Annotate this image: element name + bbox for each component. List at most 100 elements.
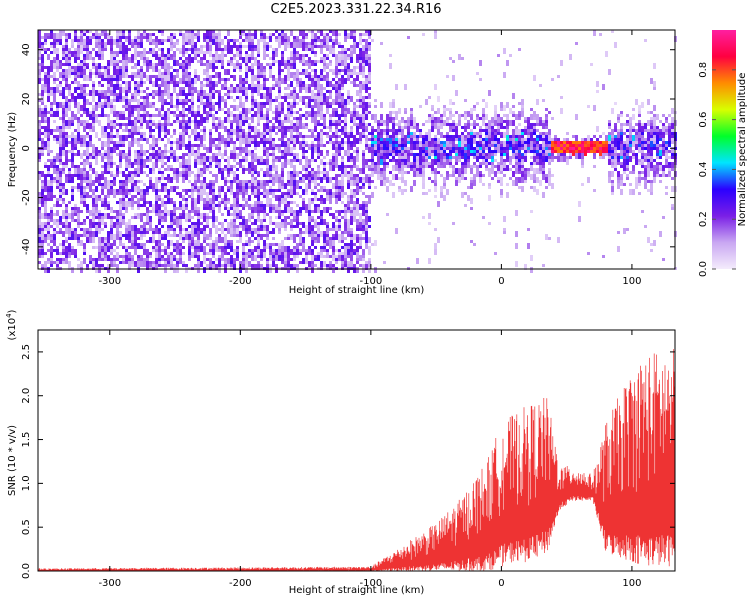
spectrogram-cell bbox=[185, 198, 188, 201]
spectrogram-cell bbox=[254, 228, 257, 234]
spectrogram-cell bbox=[335, 108, 338, 111]
spectrogram-cell bbox=[338, 123, 341, 126]
spectrogram-cell bbox=[239, 183, 242, 186]
spectrogram-cell bbox=[125, 126, 128, 132]
spectrogram-cell bbox=[317, 141, 320, 144]
spectrogram-cell bbox=[158, 111, 161, 117]
spectrogram-cell bbox=[86, 192, 89, 198]
spectrogram-cell bbox=[236, 225, 239, 228]
spectrogram-cell bbox=[131, 201, 134, 207]
spectrogram-cell bbox=[293, 246, 296, 249]
spectrogram-cell bbox=[281, 63, 284, 66]
spectrogram-cell bbox=[53, 261, 56, 264]
spectrogram-cell bbox=[131, 240, 134, 243]
spectrogram-cell bbox=[266, 132, 269, 135]
spectrogram-cell bbox=[362, 186, 365, 189]
spectrogram-cell bbox=[344, 39, 347, 42]
spectrogram-cell bbox=[338, 222, 341, 225]
spectrogram-cell bbox=[305, 174, 308, 177]
spectrogram-cell bbox=[146, 87, 149, 90]
spectrogram-cell bbox=[275, 126, 278, 129]
spectrogram-cell bbox=[233, 198, 236, 204]
spectrogram-cell bbox=[113, 78, 116, 81]
spectrogram-cell bbox=[98, 183, 101, 186]
spectrogram-cell bbox=[161, 114, 164, 117]
spectrogram-cell bbox=[137, 186, 140, 192]
spectrogram-cell bbox=[203, 54, 206, 60]
spectrogram-cell bbox=[353, 207, 356, 210]
spectrogram-cell bbox=[317, 111, 320, 114]
spectrogram-cell bbox=[44, 216, 47, 219]
spectrogram-cell bbox=[185, 231, 188, 234]
spectrogram-cell bbox=[356, 186, 359, 192]
spectrogram-cell bbox=[41, 90, 44, 96]
spectrogram-cell bbox=[350, 72, 353, 75]
spectrogram-cell bbox=[80, 90, 83, 93]
spectrogram-cell bbox=[359, 207, 362, 210]
spectrogram-cell bbox=[269, 129, 272, 132]
spectrogram-cell bbox=[77, 48, 80, 54]
spectrogram-cell bbox=[68, 141, 71, 144]
spectrogram-cell bbox=[338, 252, 341, 255]
spectrogram-cell bbox=[95, 231, 98, 237]
spectrogram-cell bbox=[122, 150, 125, 153]
spectrogram-cell bbox=[308, 159, 311, 162]
spectrogram-cell bbox=[266, 36, 269, 39]
spectrogram-cell bbox=[95, 42, 98, 48]
spectrogram-cell bbox=[185, 168, 188, 171]
spectrogram-cell bbox=[245, 96, 248, 99]
spectrogram-cell bbox=[359, 141, 362, 144]
spectrogram-cell bbox=[86, 171, 89, 177]
spectrogram-cell bbox=[185, 153, 188, 156]
spectrogram-cell bbox=[314, 195, 317, 201]
spectrogram-cell bbox=[170, 105, 173, 108]
spectrogram-cell bbox=[362, 84, 365, 90]
spectrogram-cell bbox=[170, 150, 173, 153]
spectrogram-cell bbox=[347, 183, 350, 189]
spectrogram-cell bbox=[311, 99, 314, 102]
spectrogram-cell bbox=[83, 54, 86, 57]
spectrogram-cell bbox=[299, 159, 302, 165]
spectrogram-cell bbox=[332, 111, 335, 117]
spectrogram-cell bbox=[287, 60, 290, 63]
spectrogram-cell bbox=[281, 96, 284, 99]
spectrogram-cell bbox=[86, 75, 89, 81]
spectrogram-cell bbox=[299, 81, 302, 84]
spectrogram-cell bbox=[236, 168, 239, 171]
spectrogram-cell bbox=[98, 66, 101, 69]
spectrogram-cell bbox=[125, 168, 128, 171]
spectrogram-cell bbox=[206, 147, 209, 150]
spectrogram-cell bbox=[368, 159, 371, 162]
spectrogram-cell bbox=[197, 240, 200, 246]
spectrogram-cell bbox=[323, 210, 326, 213]
spectrogram-cell bbox=[311, 39, 314, 45]
spectrogram-cell bbox=[155, 189, 158, 195]
spectrogram-cell bbox=[242, 138, 245, 141]
spectrogram-cell bbox=[182, 90, 185, 96]
spectrogram-cell bbox=[77, 225, 80, 228]
spectrogram-cell bbox=[68, 168, 71, 171]
spectrogram-cell bbox=[191, 111, 194, 117]
spectrogram-cell bbox=[239, 186, 242, 189]
spectrogram-cell bbox=[281, 240, 284, 246]
spectrogram-cell bbox=[65, 114, 68, 117]
spectrogram-cell bbox=[59, 162, 62, 165]
spectrogram-cell bbox=[71, 153, 74, 159]
spectrogram-cell bbox=[128, 135, 131, 138]
spectrogram-cell bbox=[83, 45, 86, 48]
spectrogram-cell bbox=[365, 210, 368, 213]
spectrogram-cell bbox=[71, 162, 74, 165]
spectrogram-cell bbox=[83, 111, 86, 114]
spectrogram-cell bbox=[356, 66, 359, 69]
spectrogram-cell bbox=[305, 96, 308, 99]
spectrogram-cell bbox=[206, 102, 209, 108]
spectrogram-cell bbox=[98, 45, 101, 48]
spectrogram-cell bbox=[107, 171, 110, 174]
spectrogram-cell bbox=[272, 162, 275, 168]
spectrogram-cell bbox=[293, 186, 296, 189]
spectrogram-cell bbox=[77, 87, 80, 90]
spectrogram-cell bbox=[266, 96, 269, 102]
spectrogram-cell bbox=[68, 54, 71, 57]
spectrogram-cell bbox=[71, 195, 74, 201]
spectrogram-cell bbox=[269, 180, 272, 183]
